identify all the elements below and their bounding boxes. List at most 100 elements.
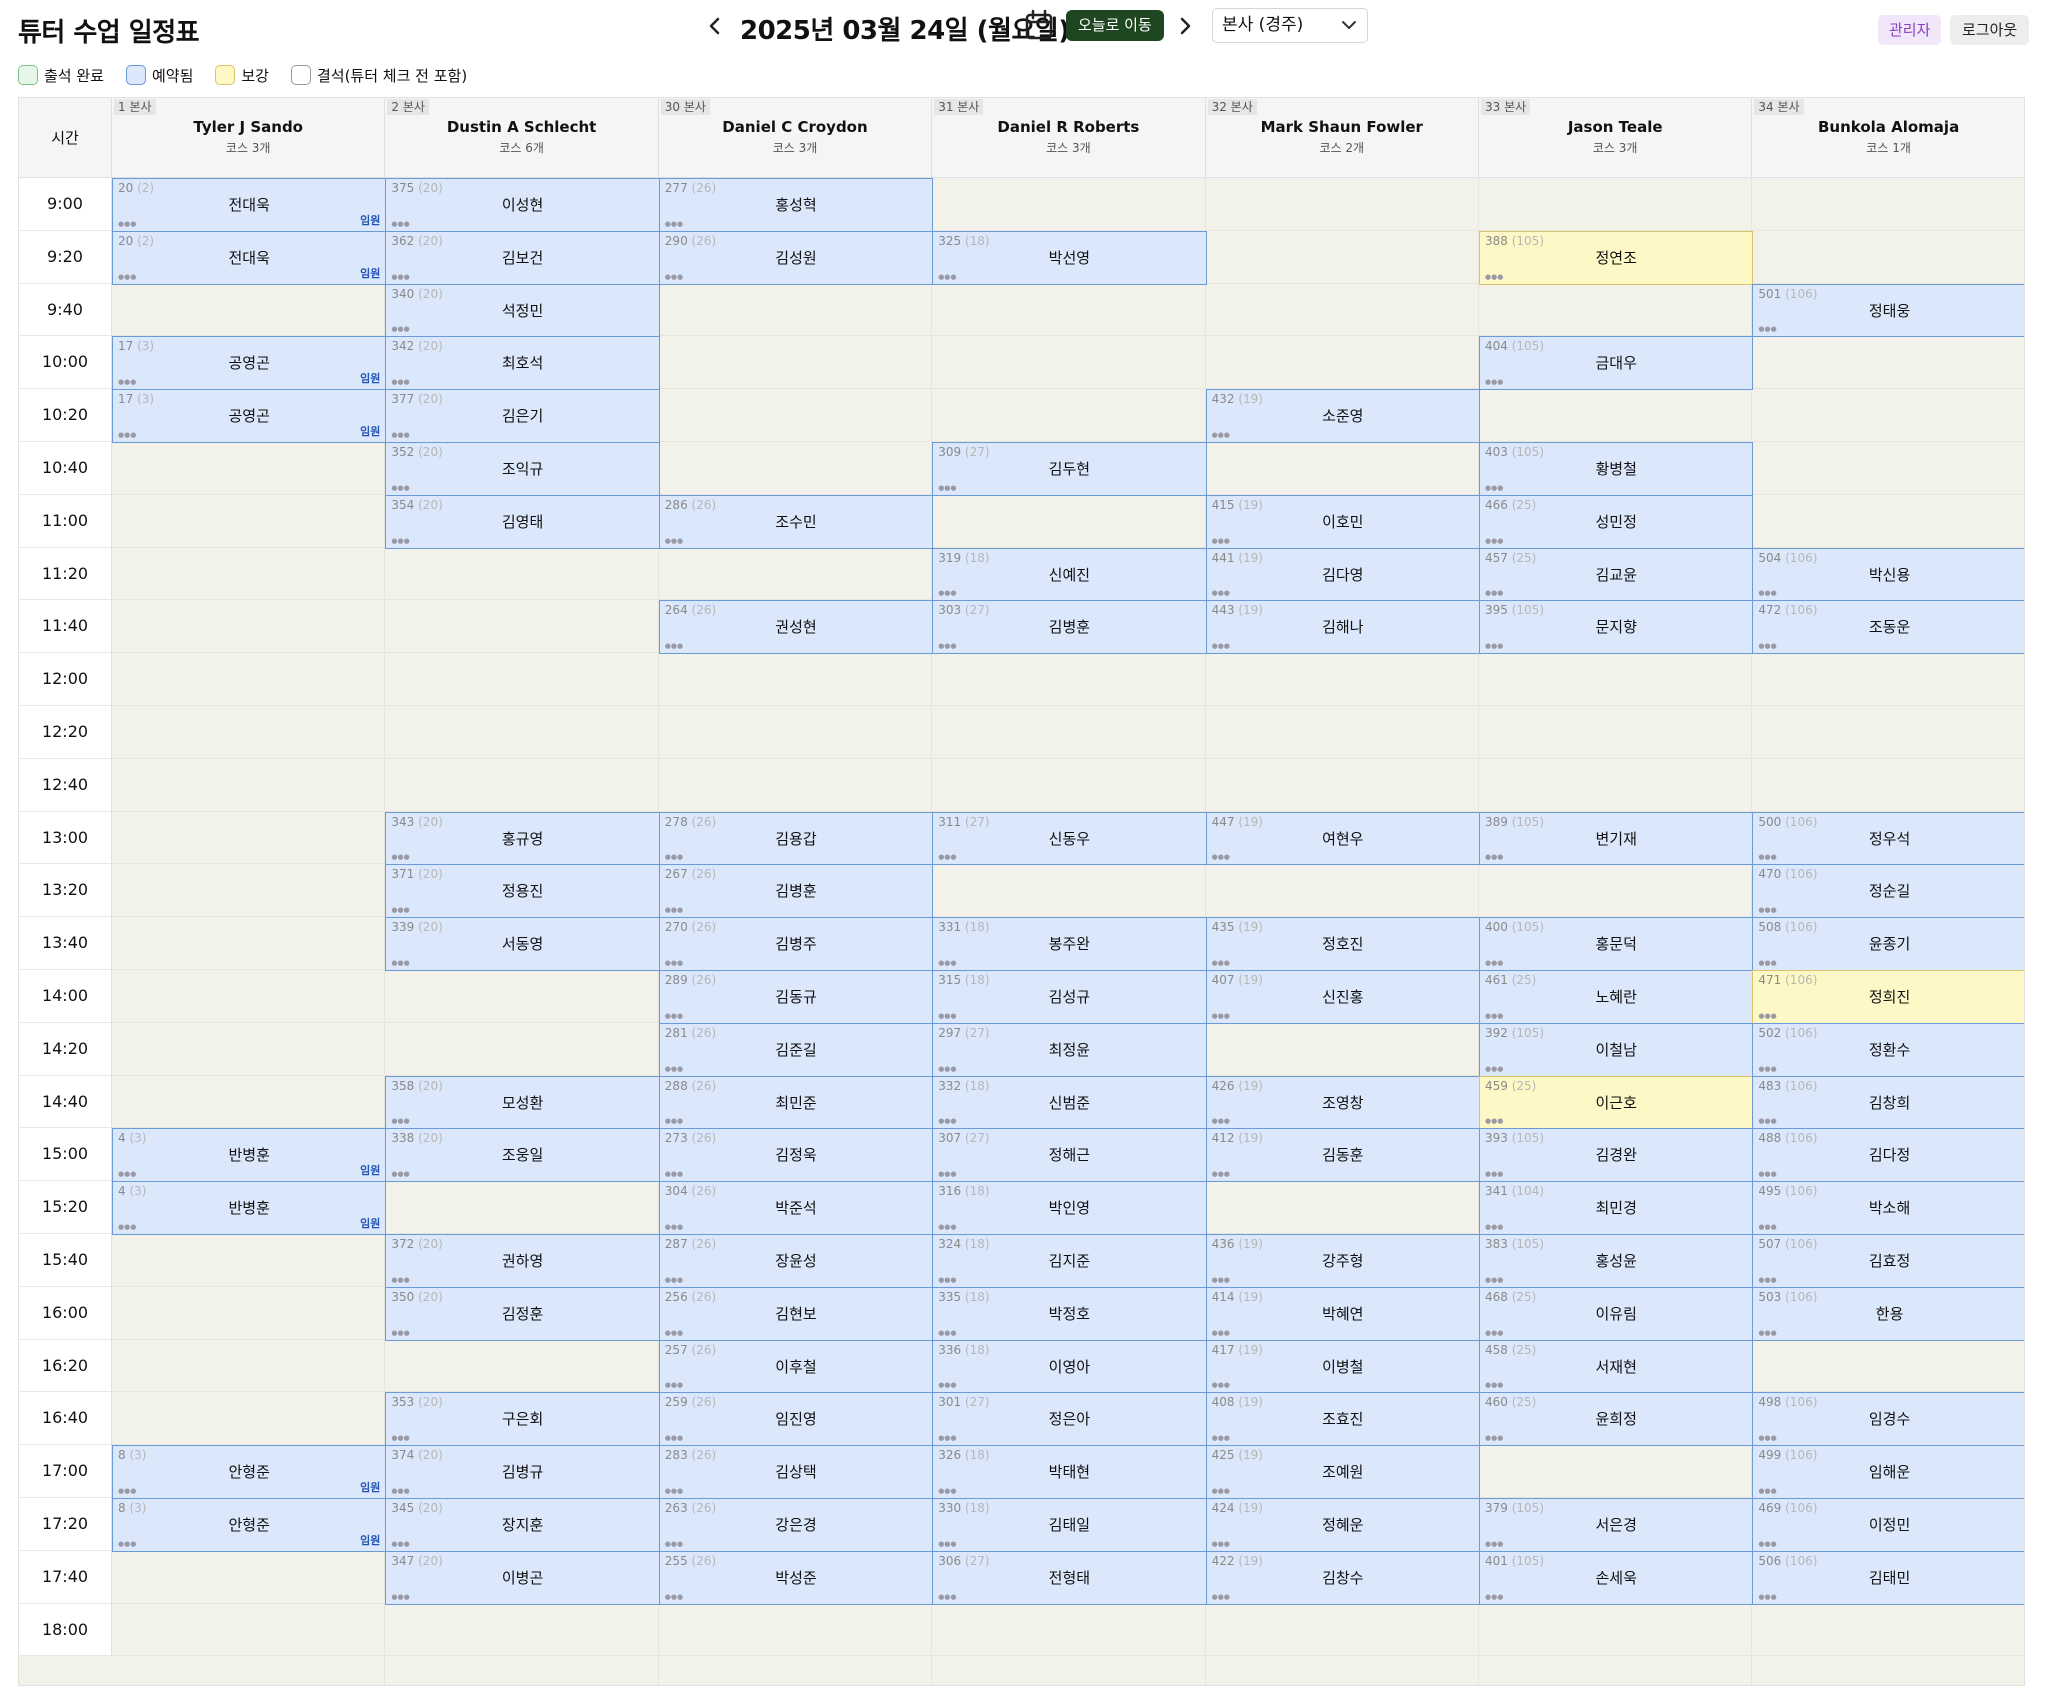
lesson-slot[interactable]: 412 (19) 김동훈 ●●● [1205, 1128, 1480, 1183]
lesson-slot[interactable]: 309 (27) 김두현 ●●● [932, 442, 1207, 496]
lesson-slot[interactable]: 17 (3) 공영곤 ●●● 임원 [112, 336, 387, 391]
lesson-slot[interactable]: 459 (25) 이근호 ●●● [1479, 1075, 1754, 1130]
lesson-slot[interactable]: 350 (20) 김정훈 ●●● [385, 1286, 660, 1341]
lesson-slot[interactable]: 311 (27) 신동우 ●●● [932, 811, 1207, 866]
lesson-slot[interactable]: 20 (2) 전대욱 ●●● 임원 [112, 178, 387, 232]
lesson-slot[interactable]: 336 (18) 이영아 ●●● [932, 1339, 1207, 1394]
lesson-slot[interactable]: 401 (105) 손세욱 ●●● [1479, 1550, 1754, 1605]
lesson-slot[interactable]: 435 (19) 정호진 ●●● [1205, 917, 1480, 971]
prev-day-button[interactable] [703, 12, 727, 46]
next-day-button[interactable] [1173, 12, 1197, 46]
lesson-slot[interactable]: 472 (106) 조동운 ●●● [1752, 600, 2024, 655]
lesson-slot[interactable]: 256 (26) 김현보 ●●● [658, 1286, 934, 1341]
lesson-slot[interactable]: 501 (106) 정태웅 ●●● [1752, 283, 2024, 338]
lesson-slot[interactable]: 307 (27) 정해근 ●●● [932, 1128, 1207, 1183]
lesson-slot[interactable]: 8 (3) 안형준 ●●● 임원 [112, 1498, 387, 1552]
admin-button[interactable]: 관리자 [1878, 15, 1942, 45]
lesson-slot[interactable]: 415 (19) 이호민 ●●● [1205, 494, 1480, 549]
lesson-slot[interactable]: 500 (106) 정우석 ●●● [1752, 811, 2024, 866]
lesson-slot[interactable]: 471 (106) 정희진 ●●● [1752, 970, 2024, 1024]
lesson-slot[interactable]: 498 (106) 임경수 ●●● [1752, 1392, 2024, 1447]
lesson-slot[interactable]: 338 (20) 조웅일 ●●● [385, 1128, 660, 1183]
lesson-slot[interactable]: 286 (26) 조수민 ●●● [658, 494, 934, 549]
lesson-slot[interactable]: 319 (18) 신예진 ●●● [932, 547, 1207, 602]
lesson-slot[interactable]: 371 (20) 정용진 ●●● [385, 864, 660, 919]
lesson-slot[interactable]: 283 (26) 김상택 ●●● [658, 1445, 934, 1499]
lesson-slot[interactable]: 383 (105) 홍성윤 ●●● [1479, 1234, 1754, 1288]
lesson-slot[interactable]: 315 (18) 김성규 ●●● [932, 970, 1207, 1024]
lesson-slot[interactable]: 290 (26) 김성원 ●●● [658, 230, 934, 285]
lesson-slot[interactable]: 379 (105) 서은경 ●●● [1479, 1498, 1754, 1552]
lesson-slot[interactable]: 330 (18) 김태일 ●●● [932, 1498, 1207, 1552]
go-today-button[interactable]: 오늘로 이동 [1066, 10, 1164, 41]
lesson-slot[interactable]: 288 (26) 최민준 ●●● [658, 1075, 934, 1130]
lesson-slot[interactable]: 375 (20) 이성현 ●●● [385, 178, 660, 232]
lesson-slot[interactable]: 372 (20) 권하영 ●●● [385, 1234, 660, 1288]
lesson-slot[interactable]: 422 (19) 김창수 ●●● [1205, 1550, 1480, 1605]
lesson-slot[interactable]: 347 (20) 이병곤 ●●● [385, 1550, 660, 1605]
lesson-slot[interactable]: 4 (3) 반병훈 ●●● 임원 [112, 1128, 387, 1183]
lesson-slot[interactable]: 392 (105) 이철남 ●●● [1479, 1022, 1754, 1077]
lesson-slot[interactable]: 354 (20) 김영태 ●●● [385, 494, 660, 549]
lesson-slot[interactable]: 20 (2) 전대욱 ●●● 임원 [112, 230, 387, 285]
lesson-slot[interactable]: 470 (106) 정순길 ●●● [1752, 864, 2024, 919]
lesson-slot[interactable]: 358 (20) 모성환 ●●● [385, 1075, 660, 1130]
lesson-slot[interactable]: 273 (26) 김정욱 ●●● [658, 1128, 934, 1183]
lesson-slot[interactable]: 403 (105) 황병철 ●●● [1479, 442, 1754, 496]
lesson-slot[interactable]: 352 (20) 조익규 ●●● [385, 442, 660, 496]
lesson-slot[interactable]: 506 (106) 김태민 ●●● [1752, 1550, 2024, 1605]
lesson-slot[interactable]: 278 (26) 김용갑 ●●● [658, 811, 934, 866]
lesson-slot[interactable]: 460 (25) 윤희정 ●●● [1479, 1392, 1754, 1447]
lesson-slot[interactable]: 388 (105) 정연조 ●●● [1479, 230, 1754, 285]
lesson-slot[interactable]: 441 (19) 김다영 ●●● [1205, 547, 1480, 602]
lesson-slot[interactable]: 264 (26) 권성현 ●●● [658, 600, 934, 655]
lesson-slot[interactable]: 461 (25) 노혜란 ●●● [1479, 970, 1754, 1024]
lesson-slot[interactable]: 303 (27) 김병훈 ●●● [932, 600, 1207, 655]
lesson-slot[interactable]: 353 (20) 구은회 ●●● [385, 1392, 660, 1447]
lesson-slot[interactable]: 507 (106) 김효정 ●●● [1752, 1234, 2024, 1288]
lesson-slot[interactable]: 488 (106) 김다정 ●●● [1752, 1128, 2024, 1183]
lesson-slot[interactable]: 270 (26) 김병주 ●●● [658, 917, 934, 971]
lesson-slot[interactable]: 362 (20) 김보건 ●●● [385, 230, 660, 285]
lesson-slot[interactable]: 17 (3) 공영곤 ●●● 임원 [112, 389, 387, 443]
lesson-slot[interactable]: 426 (19) 조영창 ●●● [1205, 1075, 1480, 1130]
lesson-slot[interactable]: 447 (19) 여현우 ●●● [1205, 811, 1480, 866]
lesson-slot[interactable]: 281 (26) 김준길 ●●● [658, 1022, 934, 1077]
lesson-slot[interactable]: 277 (26) 홍성혁 ●●● [658, 178, 934, 232]
lesson-slot[interactable]: 267 (26) 김병훈 ●●● [658, 864, 934, 919]
lesson-slot[interactable]: 289 (26) 김동규 ●●● [658, 970, 934, 1024]
lesson-slot[interactable]: 483 (106) 김창희 ●●● [1752, 1075, 2024, 1130]
lesson-slot[interactable]: 301 (27) 정은아 ●●● [932, 1392, 1207, 1447]
lesson-slot[interactable]: 341 (104) 최민경 ●●● [1479, 1181, 1754, 1235]
lesson-slot[interactable]: 324 (18) 김지준 ●●● [932, 1234, 1207, 1288]
lesson-slot[interactable]: 432 (19) 소준영 ●●● [1205, 389, 1480, 443]
lesson-slot[interactable]: 425 (19) 조예원 ●●● [1205, 1445, 1480, 1499]
lesson-slot[interactable]: 297 (27) 최정윤 ●●● [932, 1022, 1207, 1077]
lesson-slot[interactable]: 377 (20) 김은기 ●●● [385, 389, 660, 443]
lesson-slot[interactable]: 404 (105) 금대우 ●●● [1479, 336, 1754, 391]
lesson-slot[interactable]: 326 (18) 박태현 ●●● [932, 1445, 1207, 1499]
lesson-slot[interactable]: 503 (106) 한용 ●●● [1752, 1286, 2024, 1341]
branch-select[interactable]: 본사 (경주) [1212, 8, 1368, 43]
lesson-slot[interactable]: 374 (20) 김병규 ●●● [385, 1445, 660, 1499]
lesson-slot[interactable]: 304 (26) 박준석 ●●● [658, 1181, 934, 1235]
lesson-slot[interactable]: 395 (105) 문지향 ●●● [1479, 600, 1754, 655]
lesson-slot[interactable]: 417 (19) 이병철 ●●● [1205, 1339, 1480, 1394]
lesson-slot[interactable]: 342 (20) 최호석 ●●● [385, 336, 660, 391]
lesson-slot[interactable]: 436 (19) 강주형 ●●● [1205, 1234, 1480, 1288]
lesson-slot[interactable]: 335 (18) 박정호 ●●● [932, 1286, 1207, 1341]
lesson-slot[interactable]: 306 (27) 전형태 ●●● [932, 1550, 1207, 1605]
lesson-slot[interactable]: 339 (20) 서동영 ●●● [385, 917, 660, 971]
lesson-slot[interactable]: 414 (19) 박혜연 ●●● [1205, 1286, 1480, 1341]
lesson-slot[interactable]: 287 (26) 장윤성 ●●● [658, 1234, 934, 1288]
lesson-slot[interactable]: 8 (3) 안형준 ●●● 임원 [112, 1445, 387, 1499]
lesson-slot[interactable]: 466 (25) 성민정 ●●● [1479, 494, 1754, 549]
lesson-slot[interactable]: 499 (106) 임해운 ●●● [1752, 1445, 2024, 1499]
lesson-slot[interactable]: 504 (106) 박신용 ●●● [1752, 547, 2024, 602]
lesson-slot[interactable]: 458 (25) 서재현 ●●● [1479, 1339, 1754, 1394]
lesson-slot[interactable]: 407 (19) 신진홍 ●●● [1205, 970, 1480, 1024]
logout-button[interactable]: 로그아웃 [1950, 15, 2030, 45]
lesson-slot[interactable]: 316 (18) 박인영 ●●● [932, 1181, 1207, 1235]
lesson-slot[interactable]: 495 (106) 박소해 ●●● [1752, 1181, 2024, 1235]
lesson-slot[interactable]: 400 (105) 홍문덕 ●●● [1479, 917, 1754, 971]
